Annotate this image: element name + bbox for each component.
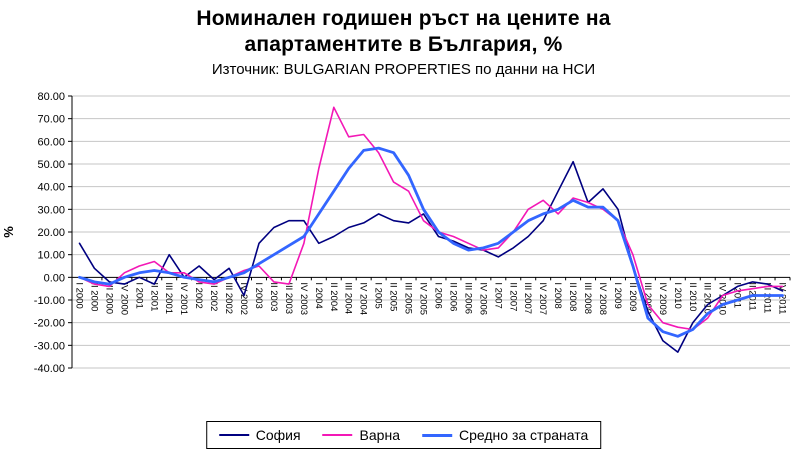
legend-item-1: Варна <box>322 427 400 443</box>
legend-line-sample <box>322 434 353 436</box>
y-tick-label: -10.00 <box>34 295 65 307</box>
legend-item-2: Средно за страната <box>421 427 589 443</box>
legend-label: Варна <box>359 427 400 443</box>
legend-item-0: София <box>218 427 301 443</box>
x-tick-label: IV 2011 <box>777 282 788 314</box>
x-tick-label: I 2011 <box>732 282 743 308</box>
x-tick-label: IV 2009 <box>657 282 668 315</box>
x-tick-label: IV 2008 <box>597 282 608 315</box>
y-tick-label: 0.00 <box>44 272 65 284</box>
x-tick-label: IV 2005 <box>418 282 429 315</box>
x-tick-label: III 2006 <box>462 282 473 314</box>
x-tick-label: IV 2003 <box>298 282 309 315</box>
x-tick-label: III 2005 <box>403 282 414 314</box>
chart-header: Номинален годишен ръст на цените на апар… <box>0 0 807 78</box>
y-tick-label: 40.00 <box>37 181 65 193</box>
x-tick-label: II 2002 <box>208 282 219 311</box>
x-tick-label: I 2008 <box>552 282 563 308</box>
x-tick-label: III 2004 <box>343 282 354 314</box>
legend-line-sample <box>421 433 452 437</box>
x-tick-label: II 2001 <box>148 282 159 311</box>
x-tick-label: III 2009 <box>642 282 653 314</box>
chart-title-line2: апартаментите в България, % <box>244 33 563 57</box>
x-tick-label: III 2008 <box>582 282 593 314</box>
x-tick-label: I 2003 <box>253 282 264 308</box>
y-tick-label: -30.00 <box>34 340 65 352</box>
y-tick-label: -20.00 <box>34 317 65 329</box>
x-tick-label: II 2006 <box>447 282 458 311</box>
x-tick-label: III 2002 <box>223 282 234 314</box>
x-tick-label: III 2011 <box>762 282 773 313</box>
x-tick-label: IV 2004 <box>358 282 369 315</box>
legend-label: София <box>255 427 301 443</box>
chart-subtitle: Източник: BULGARIAN PROPERTIES по данни … <box>211 60 596 78</box>
x-tick-label: II 2000 <box>88 282 99 311</box>
x-tick-label: II 2009 <box>627 282 638 311</box>
x-tick-label: I 2000 <box>73 282 84 308</box>
x-tick-label: I 2002 <box>193 282 204 308</box>
x-tick-label: III 2001 <box>163 282 174 314</box>
x-tick-label: IV 2001 <box>178 282 189 315</box>
y-tick-label: 70.00 <box>37 113 65 125</box>
y-tick-label: 60.00 <box>37 136 65 148</box>
x-tick-label: II 2005 <box>388 282 399 311</box>
x-tick-label: II 2004 <box>328 282 339 311</box>
x-tick-label: II 2008 <box>567 282 578 311</box>
x-tick-label: I 2005 <box>373 282 384 308</box>
x-tick-label: III 2007 <box>522 282 533 314</box>
y-tick-label: 80.00 <box>37 91 65 103</box>
legend-line-sample <box>218 434 249 436</box>
x-tick-label: III 2003 <box>283 282 294 314</box>
x-tick-label: IV 2007 <box>537 282 548 315</box>
chart-title-line1: Номинален годишен ръст на цените на <box>196 7 611 30</box>
y-tick-label: 10.00 <box>37 249 65 261</box>
x-tick-label: I 2001 <box>133 282 144 308</box>
series-line-0 <box>78 160 784 353</box>
y-axis-title: % <box>1 225 16 237</box>
x-tick-label: I 2004 <box>313 282 324 308</box>
line-chart: -40.00 -30.00 -20.00 -10.00 0.00 10.00 20.00 30… <box>1 91 791 375</box>
x-tick-label: I 2009 <box>612 282 623 308</box>
x-tick-label: III 2010 <box>702 282 713 314</box>
chart-legend: София Варна Средно за страната <box>205 421 602 449</box>
y-tick-label: -40.00 <box>34 363 65 375</box>
x-tick-label: IV 2000 <box>118 282 129 315</box>
x-tick-label: I 2006 <box>432 282 443 308</box>
y-tick-label: 20.00 <box>37 227 65 239</box>
x-tick-label: I 2007 <box>492 282 503 308</box>
x-tick-label: I 2010 <box>672 282 683 308</box>
y-tick-label: 30.00 <box>37 204 65 216</box>
legend-label: Средно за страната <box>458 427 589 443</box>
x-tick-label: IV 2006 <box>477 282 488 315</box>
x-tick-label: II 2003 <box>268 282 279 311</box>
x-tick-label: IV 2002 <box>238 282 249 315</box>
x-tick-label: III 2000 <box>103 282 114 314</box>
y-tick-label: 50.00 <box>37 159 65 171</box>
x-tick-label: IV 2010 <box>717 282 728 315</box>
series-line-2 <box>78 146 784 338</box>
x-tick-label: II 2010 <box>687 282 698 311</box>
x-tick-label: II 2007 <box>507 282 518 311</box>
